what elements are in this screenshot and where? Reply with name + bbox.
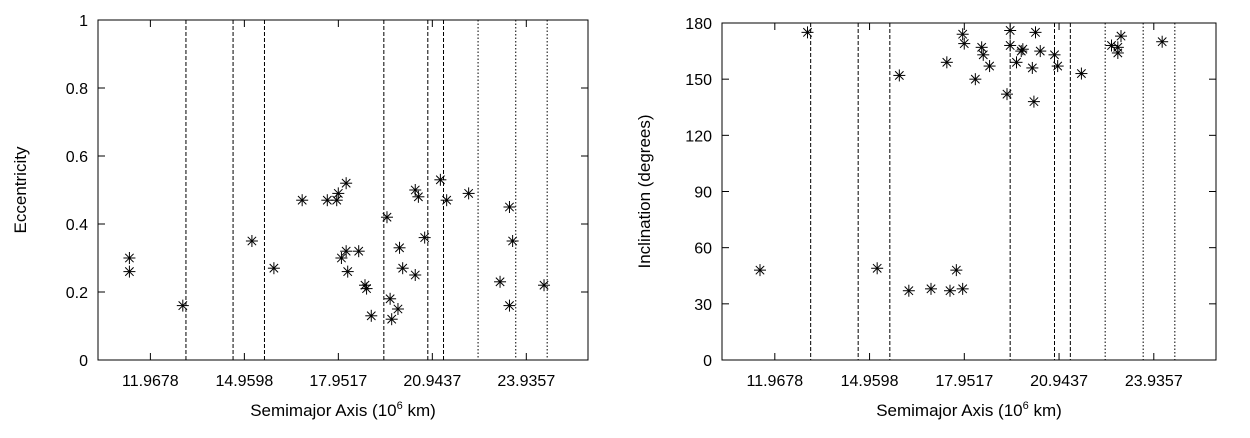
data-point bbox=[123, 252, 136, 264]
data-point bbox=[871, 262, 884, 275]
data-point bbox=[360, 282, 373, 295]
data-point bbox=[1001, 88, 1013, 101]
x-axis-label: Semimajor Axis (106 km) bbox=[876, 400, 1062, 420]
data-point bbox=[462, 187, 475, 200]
data-point bbox=[123, 265, 136, 278]
y-axis-label: Eccentricity bbox=[11, 146, 30, 233]
y-tick-label: 30 bbox=[694, 297, 712, 314]
data-point bbox=[956, 28, 969, 41]
data-point bbox=[340, 177, 353, 190]
data-point bbox=[950, 264, 963, 277]
data-point bbox=[296, 194, 309, 207]
data-point bbox=[1111, 46, 1124, 59]
inclination-panel: 0 30 60 90 120 150 180 11.9678 14.9598 17.9517 20.… bbox=[635, 16, 1217, 420]
data-point bbox=[335, 252, 348, 264]
data-point bbox=[418, 231, 431, 244]
data-point bbox=[1105, 39, 1118, 52]
x-tick-label: 17.9517 bbox=[935, 373, 993, 390]
y-tick-label: 0 bbox=[703, 353, 712, 370]
data-point bbox=[1034, 45, 1047, 58]
x-tick-label: 14.9598 bbox=[215, 373, 273, 390]
data-point bbox=[494, 275, 507, 288]
data-point bbox=[358, 279, 371, 292]
data-point bbox=[1004, 24, 1017, 37]
data-point bbox=[893, 69, 906, 82]
data-point bbox=[925, 282, 937, 295]
y-tick-label: 0.8 bbox=[66, 81, 88, 98]
y-axis-label: Inclination (degrees) bbox=[635, 114, 654, 268]
data-point bbox=[1026, 61, 1039, 74]
y-tick-label: 0.2 bbox=[66, 285, 88, 302]
plot-frame bbox=[97, 19, 589, 361]
data-point bbox=[1016, 43, 1029, 56]
data-point bbox=[380, 211, 393, 224]
data-point bbox=[503, 201, 516, 213]
data-point bbox=[332, 187, 345, 200]
data-point bbox=[393, 241, 406, 254]
y-tick-label: 120 bbox=[685, 128, 712, 145]
x-tick-label: 11.9678 bbox=[122, 373, 179, 390]
y-tick-label: 0.6 bbox=[66, 149, 88, 166]
data-point bbox=[176, 299, 189, 312]
data-point bbox=[506, 235, 519, 247]
data-point bbox=[754, 264, 766, 277]
data-point bbox=[341, 265, 354, 278]
data-point bbox=[412, 190, 425, 203]
data-point bbox=[245, 235, 258, 247]
x-tick-label: 20.9437 bbox=[1030, 373, 1088, 390]
x-tick-label: 17.9517 bbox=[309, 373, 367, 390]
data-point bbox=[365, 309, 378, 322]
x-tick-label: 23.9357 bbox=[1125, 373, 1183, 390]
plot-frame bbox=[721, 22, 1217, 361]
data-point bbox=[396, 262, 409, 275]
data-point bbox=[940, 56, 953, 69]
data-point bbox=[1029, 26, 1042, 39]
data-point bbox=[1156, 35, 1169, 48]
y-tick-label: 60 bbox=[694, 241, 712, 258]
data-point bbox=[1051, 60, 1064, 73]
y-tick-label: 150 bbox=[685, 72, 712, 89]
data-point bbox=[956, 282, 969, 295]
data-point bbox=[340, 245, 353, 258]
x-tick-label: 23.9357 bbox=[497, 373, 555, 390]
data-point bbox=[434, 173, 447, 186]
data-point bbox=[409, 269, 422, 281]
data-point bbox=[975, 41, 988, 54]
x-tick-label: 20.9437 bbox=[403, 373, 461, 390]
data-point bbox=[1027, 95, 1040, 108]
data-point bbox=[801, 26, 814, 39]
data-point bbox=[944, 284, 956, 297]
x-tick-label: 14.9598 bbox=[841, 373, 899, 390]
data-point bbox=[977, 48, 990, 61]
data-point bbox=[384, 292, 397, 305]
data-point bbox=[440, 194, 453, 207]
data-point bbox=[391, 303, 404, 315]
data-point bbox=[267, 262, 280, 275]
y-tick-label: 180 bbox=[685, 16, 712, 33]
x-tick-label: 11.9678 bbox=[746, 373, 803, 390]
y-tick-label: 1 bbox=[79, 13, 88, 30]
y-tick-label: 0.4 bbox=[66, 217, 88, 234]
data-point bbox=[1075, 67, 1088, 80]
data-point bbox=[1115, 30, 1127, 43]
data-point bbox=[958, 37, 971, 50]
data-point bbox=[969, 73, 982, 86]
data-point bbox=[352, 245, 365, 258]
eccentricity-panel: 0 0.2 0.4 0.6 0.8 1 11.9678 14.9598 17.9517 20.94… bbox=[11, 13, 589, 420]
data-point bbox=[538, 279, 551, 292]
data-point bbox=[1010, 56, 1023, 69]
data-point bbox=[1004, 39, 1017, 52]
data-point bbox=[385, 313, 398, 326]
data-point bbox=[902, 284, 915, 297]
data-point bbox=[983, 60, 996, 73]
data-point bbox=[503, 299, 516, 312]
data-point bbox=[1048, 48, 1061, 61]
x-axis-label: Semimajor Axis (106 km) bbox=[250, 400, 436, 420]
y-tick-label: 0 bbox=[79, 353, 88, 370]
y-tick-label: 90 bbox=[694, 185, 712, 202]
